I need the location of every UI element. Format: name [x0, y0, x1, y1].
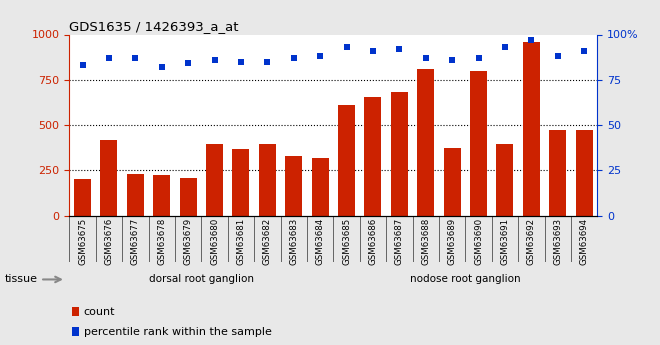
- Text: GSM63677: GSM63677: [131, 218, 140, 265]
- Text: GSM63678: GSM63678: [157, 218, 166, 265]
- Bar: [153, 175, 170, 216]
- Text: count: count: [84, 307, 116, 317]
- Text: nodose root ganglion: nodose root ganglion: [410, 275, 521, 284]
- Text: GDS1635 / 1426393_a_at: GDS1635 / 1426393_a_at: [69, 20, 239, 33]
- Point: [130, 55, 141, 61]
- Bar: [496, 144, 513, 216]
- Text: GSM63679: GSM63679: [183, 218, 193, 265]
- Text: GSM63689: GSM63689: [447, 218, 457, 265]
- Text: GSM63694: GSM63694: [579, 218, 589, 265]
- FancyBboxPatch shape: [72, 307, 79, 316]
- Bar: [285, 156, 302, 216]
- Text: GSM63682: GSM63682: [263, 218, 272, 265]
- Point: [368, 48, 378, 53]
- Bar: [100, 140, 117, 216]
- Bar: [312, 158, 329, 216]
- Text: GSM63684: GSM63684: [315, 218, 325, 265]
- Point: [156, 64, 167, 70]
- Text: GSM63691: GSM63691: [500, 218, 510, 265]
- Bar: [74, 179, 91, 216]
- Text: GSM63676: GSM63676: [104, 218, 114, 265]
- Point: [236, 59, 246, 65]
- Bar: [364, 97, 381, 216]
- Text: tissue: tissue: [5, 275, 38, 284]
- Point: [104, 55, 114, 61]
- Bar: [206, 144, 223, 216]
- Text: GSM63683: GSM63683: [289, 218, 298, 265]
- Text: GSM63685: GSM63685: [342, 218, 351, 265]
- Text: GSM63687: GSM63687: [395, 218, 404, 265]
- Point: [262, 59, 273, 65]
- Point: [315, 53, 325, 59]
- Point: [473, 55, 484, 61]
- Point: [552, 53, 563, 59]
- Bar: [444, 148, 461, 216]
- Text: GSM63688: GSM63688: [421, 218, 430, 265]
- Text: dorsal root ganglion: dorsal root ganglion: [148, 275, 254, 284]
- Bar: [180, 178, 197, 216]
- Bar: [523, 42, 540, 216]
- Bar: [127, 174, 144, 216]
- Text: GSM63686: GSM63686: [368, 218, 378, 265]
- Text: GSM63693: GSM63693: [553, 218, 562, 265]
- Point: [77, 62, 88, 68]
- Point: [420, 55, 431, 61]
- Bar: [259, 144, 276, 216]
- Point: [288, 55, 299, 61]
- Bar: [549, 130, 566, 216]
- Point: [447, 57, 457, 62]
- Bar: [417, 69, 434, 216]
- Bar: [232, 149, 249, 216]
- Text: GSM63690: GSM63690: [474, 218, 483, 265]
- FancyBboxPatch shape: [72, 327, 79, 336]
- Point: [394, 46, 405, 52]
- Point: [500, 45, 510, 50]
- Bar: [391, 92, 408, 216]
- Text: GSM63692: GSM63692: [527, 218, 536, 265]
- Text: GSM63680: GSM63680: [210, 218, 219, 265]
- Point: [341, 45, 352, 50]
- Bar: [338, 105, 355, 216]
- Text: GSM63675: GSM63675: [78, 218, 87, 265]
- Point: [526, 37, 537, 43]
- Point: [183, 61, 193, 66]
- Text: GSM63681: GSM63681: [236, 218, 246, 265]
- Point: [209, 57, 220, 62]
- Point: [579, 48, 589, 53]
- Bar: [576, 130, 593, 216]
- Bar: [470, 71, 487, 216]
- Text: percentile rank within the sample: percentile rank within the sample: [84, 327, 272, 337]
